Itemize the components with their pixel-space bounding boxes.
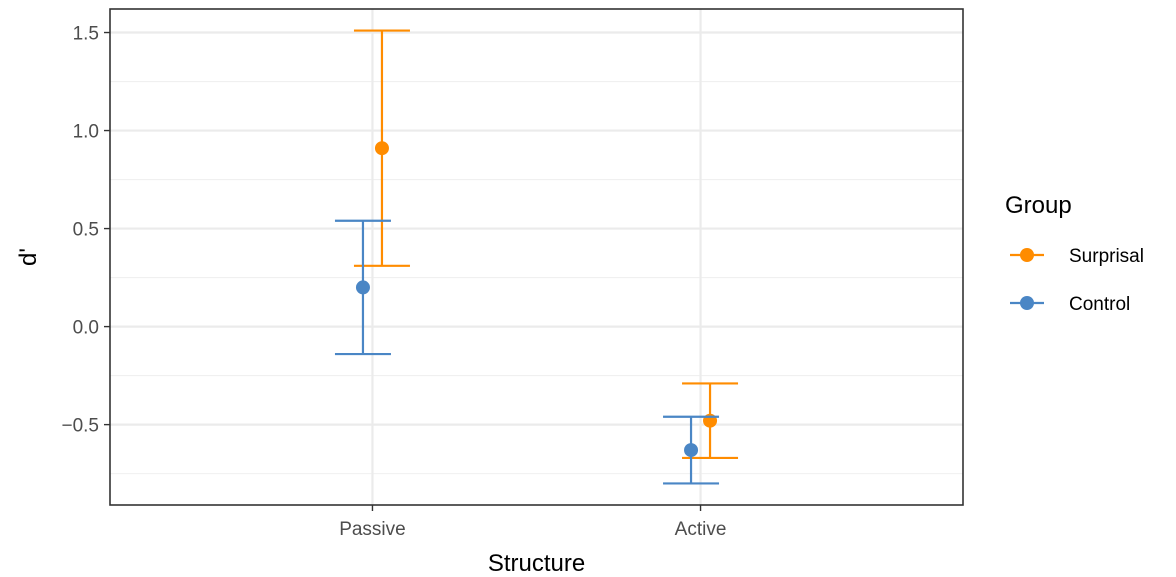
y-tick-label: 1.5 [73,24,99,45]
data-point [355,280,370,295]
x-axis-title: Structure [488,550,585,577]
minor-gridlines [110,80,963,475]
errorbar-group [334,219,391,356]
y-tick-label: 1.0 [73,122,99,143]
data-point [374,141,389,156]
axis-ticks: 1.5 1.0 0.5 0.0 −0.5 Passive Active [61,24,726,540]
x-tick-label: Passive [339,519,406,540]
data-point [684,443,699,458]
errorbar-group [663,415,720,485]
errorbar-group [353,29,410,267]
y-axis-title: d' [15,248,42,266]
plot-panel-border [109,8,964,506]
y-tick-label: 0.0 [73,318,99,339]
major-gridlines [110,9,963,505]
legend-label: Surprisal [1069,246,1144,267]
y-tick-label: 0.5 [73,220,99,241]
data-marks [334,29,739,485]
legend-label: Control [1069,294,1130,315]
legend: Group Surprisal Control [1005,192,1144,315]
legend-item: Control [1010,294,1130,315]
legend-key-point [1020,248,1034,262]
legend-key-point [1020,296,1034,310]
y-tick-label: −0.5 [61,416,99,437]
legend-title: Group [1005,192,1072,219]
x-tick-label: Active [675,519,727,540]
legend-item: Surprisal [1010,246,1144,267]
